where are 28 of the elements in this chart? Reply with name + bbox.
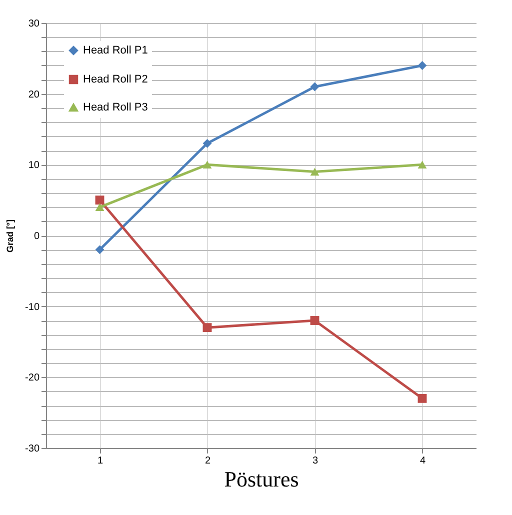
point — [418, 160, 427, 169]
y-tick-label: 0 — [34, 231, 40, 242]
point — [202, 138, 212, 148]
point — [95, 245, 104, 254]
x-tick-label: 3 — [312, 456, 318, 466]
point — [95, 196, 104, 205]
y-tick-label: 10 — [28, 160, 40, 172]
point — [418, 394, 427, 403]
point — [95, 203, 104, 212]
y-axis-title: Grad [°] — [5, 219, 16, 253]
y-tick-label: -20 — [25, 372, 40, 384]
x-tick-label: 4 — [420, 456, 426, 466]
x-tick-label: 1 — [97, 456, 104, 466]
y-tick-label: -30 — [25, 444, 40, 454]
y-tick-label: 30 — [28, 18, 40, 30]
legend-label: Head Roll P1 — [83, 44, 148, 56]
point — [310, 316, 320, 325]
legend-label: Head Roll P3 — [83, 102, 148, 114]
point — [418, 61, 427, 70]
point — [202, 160, 212, 169]
x-tick-label: 2 — [204, 456, 211, 466]
point — [202, 323, 212, 332]
point — [310, 168, 320, 176]
x-axis-title: Pöstures — [224, 466, 299, 492]
legend-label: Head Roll P2 — [83, 74, 148, 86]
y-tick-label: 20 — [28, 89, 40, 100]
y-tick-label: -10 — [25, 302, 40, 313]
point — [310, 82, 320, 92]
